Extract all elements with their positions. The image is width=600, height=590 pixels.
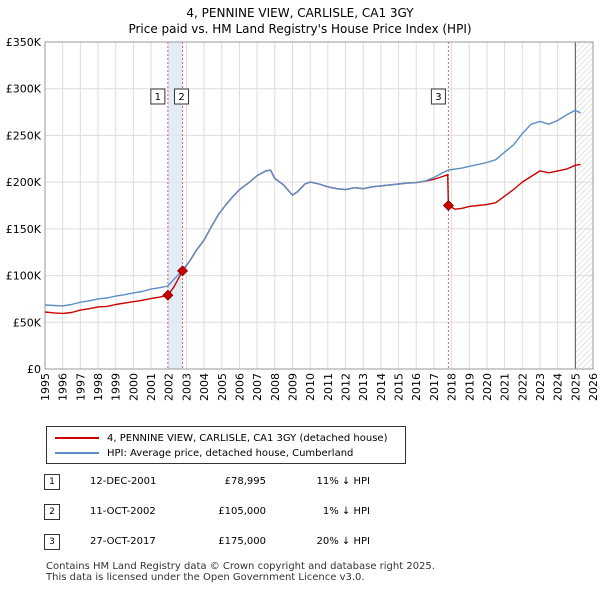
sale-label-text: 2 [178, 92, 184, 103]
sale-price: £78,995 [224, 476, 266, 487]
chart-subtitle: Price paid vs. HM Land Registry's House … [128, 22, 472, 36]
x-tick-label: 2014 [375, 373, 388, 401]
sale-price: £105,000 [218, 506, 266, 517]
sale-label-text: 1 [155, 92, 161, 103]
x-tick-label: 2025 [569, 373, 582, 401]
sale-point-marker [177, 265, 189, 277]
x-tick-label: 2002 [163, 373, 176, 401]
x-tick-label: 2016 [410, 373, 423, 401]
legend-item-property: 4, PENNINE VIEW, CARLISLE, CA1 3GY (deta… [55, 431, 387, 445]
x-tick-label: 2018 [446, 373, 459, 401]
sale-price: £175,000 [218, 536, 266, 547]
footer-copyright: Contains HM Land Registry data © Crown c… [46, 561, 435, 572]
x-tick-label: 2011 [322, 373, 335, 401]
x-tick-label: 2004 [198, 373, 211, 401]
chart-plot: £0 £50K £100K £150K £200K £250K £300K £350K 1995… [6, 36, 600, 401]
x-tick-label: 2015 [393, 373, 406, 401]
sale-number-badge: 2 [44, 504, 60, 520]
x-tick-label: 2019 [463, 373, 476, 401]
x-tick-label: 2020 [481, 373, 494, 401]
x-tick-label: 2022 [516, 373, 529, 401]
sale-point-marker [442, 199, 454, 212]
sale-hpi-diff: 20% ↓ HPI [316, 536, 370, 547]
chart-title: 4, PENNINE VIEW, CARLISLE, CA1 3GY [186, 6, 414, 20]
x-tick-label: 2008 [269, 373, 282, 401]
sale-highlight-band [167, 42, 183, 369]
x-tick-label: 2003 [180, 373, 193, 401]
legend-swatch-property [55, 437, 99, 439]
legend: 4, PENNINE VIEW, CARLISLE, CA1 3GY (deta… [46, 426, 406, 464]
series-line-hpi [44, 109, 581, 307]
sale-label-box [150, 88, 166, 105]
x-tick-label: 1996 [57, 373, 70, 401]
sale-date: 27-OCT-2017 [90, 536, 156, 547]
sale-label-box [430, 88, 446, 105]
x-tick-label: 2013 [357, 373, 370, 401]
y-tick-label: £200K [6, 176, 42, 189]
sale-label-box [174, 88, 190, 105]
x-tick-label: 2024 [552, 373, 565, 401]
x-tick-label: 2001 [145, 373, 158, 401]
x-tick-label: 1997 [74, 373, 87, 401]
sale-point-marker [162, 289, 174, 301]
x-tick-label: 1998 [92, 373, 105, 401]
y-tick-label: £50K [13, 316, 42, 329]
x-tick-label: 2021 [499, 373, 512, 401]
legend-swatch-hpi [55, 452, 99, 454]
x-tick-label: 2007 [251, 373, 264, 401]
legend-label-property: 4, PENNINE VIEW, CARLISLE, CA1 3GY (deta… [107, 432, 388, 444]
footer-attribution: Contains HM Land Registry data © Crown c… [46, 561, 435, 583]
legend-label-hpi: HPI: Average price, detached house, Cumb… [107, 447, 354, 459]
x-tick-label: 2009 [286, 373, 299, 401]
x-tick-label: 2023 [534, 373, 547, 401]
x-tick-label: 2005 [216, 373, 229, 401]
sale-number-badge: 3 [44, 534, 60, 550]
sale-hpi-diff: 1% ↓ HPI [322, 506, 370, 517]
hatched-future-area [575, 42, 593, 369]
y-tick-label: £0 [27, 363, 41, 376]
footer-license: This data is licensed under the Open Gov… [46, 572, 365, 583]
x-tick-label: 2026 [587, 373, 600, 401]
y-tick-label: £250K [6, 129, 42, 142]
y-tick-label: £150K [6, 223, 42, 236]
legend-item-hpi: HPI: Average price, detached house, Cumb… [55, 446, 353, 460]
sale-date: 12-DEC-2001 [90, 476, 157, 487]
plot-area [45, 42, 593, 369]
sale-hpi-diff: 11% ↓ HPI [316, 476, 370, 487]
sale-date: 11-OCT-2002 [90, 506, 156, 517]
plot-frame [44, 41, 594, 370]
sale-number-badge: 1 [44, 474, 60, 490]
x-tick-label: 1999 [110, 373, 123, 401]
y-tick-label: £300K [6, 83, 42, 96]
x-tick-label: 2010 [304, 373, 317, 401]
y-tick-label: £350K [6, 36, 42, 49]
x-tick-label: 2000 [127, 373, 140, 401]
x-tick-label: 1995 [39, 373, 52, 401]
x-tick-label: 2017 [428, 373, 441, 401]
x-tick-label: 2012 [340, 373, 353, 401]
y-tick-label: £100K [6, 270, 42, 283]
sale-label-text: 3 [435, 92, 441, 103]
x-tick-label: 2006 [233, 373, 246, 401]
